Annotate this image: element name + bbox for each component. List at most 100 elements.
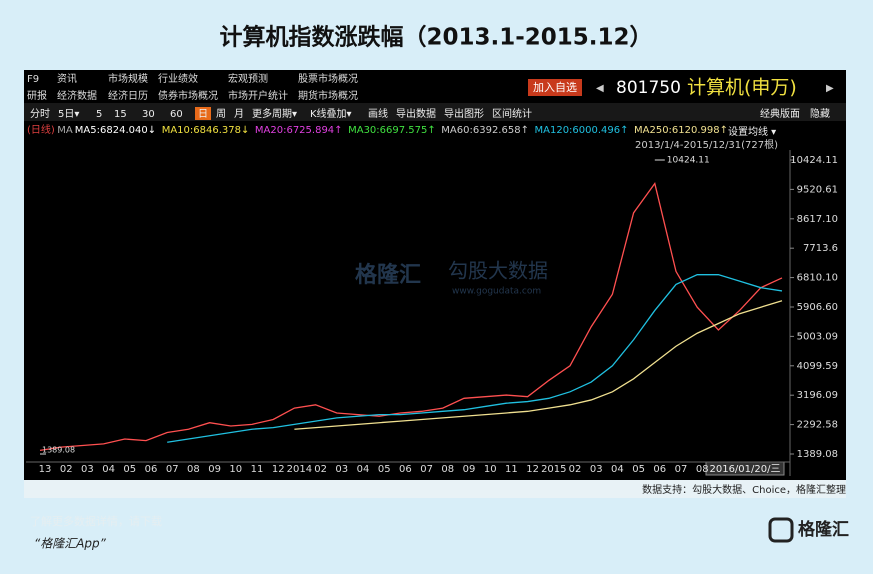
x-tick-label: 10 xyxy=(484,464,497,475)
ma-legend: MA250:6120.998↑ xyxy=(634,125,728,136)
y-tick-label: 9520.61 xyxy=(797,184,838,195)
toolbar-item[interactable]: 60 xyxy=(170,109,183,120)
next-arrow[interactable]: ▶ xyxy=(826,83,834,94)
high-label: 10424.11 xyxy=(667,155,710,165)
x-tick-label: 04 xyxy=(102,464,115,475)
x-tick-label: 04 xyxy=(357,464,370,475)
promo: “格隆汇App” xyxy=(34,537,107,551)
layout-button[interactable]: 隐藏 xyxy=(810,108,830,120)
prev-arrow[interactable]: ◀ xyxy=(596,83,604,94)
x-tick-label: 11 xyxy=(251,464,264,475)
ma-legend: (日线) xyxy=(27,123,55,136)
range-label: 2013/1/4-2015/12/31(727根) xyxy=(635,138,778,151)
x-tick-label: 08 xyxy=(187,464,200,475)
ma-legend: MA30:6697.575↑ xyxy=(348,125,436,136)
x-tick-label: 11 xyxy=(505,464,518,475)
add-button[interactable] xyxy=(528,79,582,96)
toolbar-item[interactable]: 周 xyxy=(216,108,226,120)
x-tick-label: 12 xyxy=(526,464,539,475)
menu-item[interactable]: 股票市场概况 xyxy=(298,72,358,85)
selected-tab xyxy=(195,107,211,120)
toolbar-item[interactable]: 月 xyxy=(234,108,244,120)
x-tick-label: 07 xyxy=(166,464,179,475)
x-tick-label: 09 xyxy=(208,464,221,475)
x-tick-label: 13 xyxy=(39,464,52,475)
menu-item[interactable]: 行业绩效 xyxy=(158,72,198,85)
menu-item[interactable]: 宏观预测 xyxy=(228,72,268,85)
security-name: 计算机(申万) xyxy=(687,77,797,99)
watermark: www.gogudata.com xyxy=(452,287,541,297)
source: 数据支持：勾股大数据、Choice，格隆汇整理 xyxy=(642,483,846,496)
toolbar-item[interactable]: 日 xyxy=(198,109,208,120)
y-tick-label: 1389.08 xyxy=(797,449,838,460)
menu-item[interactable]: 研报 xyxy=(27,89,47,102)
page-title: 计算机指数涨跌幅（2013.1-2015.12） xyxy=(219,24,652,51)
toolbar-item[interactable]: 5 xyxy=(96,109,102,120)
x-tick-label: 02 xyxy=(60,464,73,475)
layout-button[interactable]: 经典版面 xyxy=(760,107,800,120)
ma-legend: MA xyxy=(57,125,73,136)
x-tick-label: 07 xyxy=(420,464,433,475)
y-tick-label: 10424.11 xyxy=(790,155,838,166)
x-tick-label: 03 xyxy=(335,464,348,475)
promo: 了解更多数据详情，请下载 xyxy=(30,514,162,528)
toolbar-item[interactable]: 导出图形 xyxy=(444,107,484,120)
y-tick-label: 2292.58 xyxy=(797,420,838,431)
ma-legend: MA10:6846.378↓ xyxy=(162,125,250,136)
x-tick-label: 06 xyxy=(653,464,666,475)
x-tick-label: 03 xyxy=(81,464,94,475)
toolbar-item[interactable]: 15 xyxy=(114,109,127,120)
security-code: 801750 xyxy=(616,78,681,98)
menu-item[interactable]: 资讯 xyxy=(57,73,77,85)
menu-item[interactable]: F9 xyxy=(27,74,39,85)
x-tick-label: 04 xyxy=(611,464,624,475)
toolbar-item[interactable]: 更多周期▾ xyxy=(252,107,297,120)
low-label: 1389.08 xyxy=(42,445,75,454)
ma-legend: MA120:6000.496↑ xyxy=(535,125,629,136)
menu-item[interactable]: 经济数据 xyxy=(57,89,97,102)
toolbar-item[interactable]: 5日▾ xyxy=(58,109,79,120)
x-tick-label: 2015 xyxy=(541,464,566,475)
x-tick-label: 07 xyxy=(675,464,688,475)
x-tick-label: 02 xyxy=(569,464,582,475)
ma-legend: MA60:6392.658↑ xyxy=(441,125,529,136)
x-tick-label: 05 xyxy=(378,464,391,475)
series-line xyxy=(294,300,783,430)
x-tick-label: 10 xyxy=(229,464,242,475)
toolbar-item[interactable]: 画线 xyxy=(368,107,388,120)
crosshair-label: 2016/01/20/三 xyxy=(709,464,780,475)
x-tick-label: 08 xyxy=(441,464,454,475)
menu-item[interactable]: 市场规模 xyxy=(108,72,148,85)
source-strip xyxy=(24,480,846,498)
menu-item[interactable]: 市场开户统计 xyxy=(228,89,288,102)
toolbar-item[interactable]: 分时 xyxy=(30,108,50,120)
menu-item[interactable]: 期货市场概况 xyxy=(298,89,358,102)
menu-item[interactable]: 经济日历 xyxy=(108,89,148,102)
add-button-label[interactable]: 加入自选 xyxy=(533,81,577,94)
watermark: 勾股大数据 xyxy=(448,259,548,283)
x-tick-label: 12 xyxy=(272,464,285,475)
x-tick-label: 2014 xyxy=(287,464,312,475)
toolbar-item[interactable]: 导出数据 xyxy=(396,107,436,120)
ma-settings[interactable]: 设置均线 ▾ xyxy=(728,125,776,138)
ma-legend: MA5:6824.040↓ xyxy=(75,125,156,136)
x-tick-label: 06 xyxy=(145,464,158,475)
x-tick-label: 09 xyxy=(463,464,476,475)
toolbar-item[interactable]: 区间统计 xyxy=(492,107,532,120)
y-tick-label: 5906.60 xyxy=(797,302,838,313)
x-tick-label: 02 xyxy=(314,464,327,475)
y-tick-label: 5003.09 xyxy=(797,331,838,342)
toolbar-item[interactable]: K线叠加▾ xyxy=(310,107,352,120)
series-line xyxy=(39,182,783,452)
y-tick-label: 6810.10 xyxy=(797,273,838,284)
ma-legend: MA20:6725.894↑ xyxy=(255,125,343,136)
x-tick-label: 05 xyxy=(123,464,136,475)
toolbar-item[interactable]: 30 xyxy=(142,109,155,120)
series-line xyxy=(167,274,783,443)
x-tick-label: 08 xyxy=(696,464,709,475)
y-tick-label: 7713.6 xyxy=(803,243,838,254)
menu-item[interactable]: 债券市场概况 xyxy=(158,89,218,102)
logo-icon xyxy=(768,517,794,543)
